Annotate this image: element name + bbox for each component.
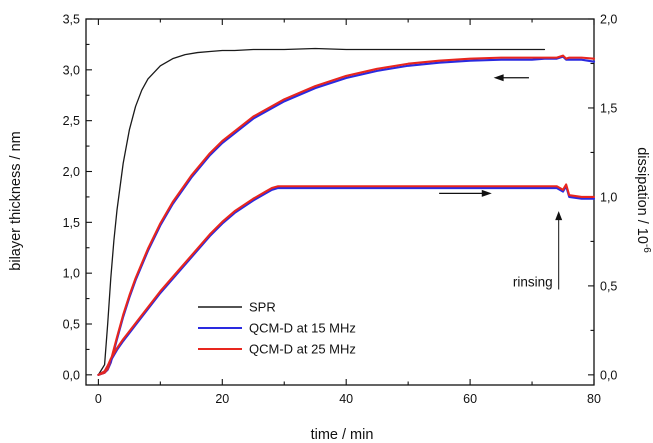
rinsing-arrow-head	[555, 211, 563, 221]
y2-axis-title-exponent: -6	[641, 244, 652, 253]
series-layer	[97, 47, 596, 376]
y2-tick-label: 0,5	[600, 279, 617, 293]
legend-label-qcm15: QCM-D at 15 MHz	[249, 321, 356, 336]
y-tick-label: 2,0	[63, 165, 80, 179]
y2-axis-title-base: dissipation / 10	[634, 147, 650, 244]
y-tick-label: 3,5	[63, 13, 80, 27]
x-tick-label: 80	[587, 392, 601, 406]
x-tick-label: 20	[215, 392, 229, 406]
y-tick-label: 0,5	[63, 318, 80, 332]
x-tick-label: 60	[463, 392, 477, 406]
y-tick-label: 1,5	[63, 216, 80, 230]
x-tick-label: 40	[339, 392, 353, 406]
y2-axis-title: dissipation / 10-6	[634, 147, 652, 253]
y-axis-title: bilayer thickness / nm	[8, 131, 24, 270]
axis-arrow-head-left	[493, 74, 504, 82]
plot-frame	[85, 18, 595, 386]
plot-border	[85, 18, 595, 386]
y2-tick-label: 0,0	[600, 368, 617, 382]
x-tick-label: 0	[95, 392, 102, 406]
legend: SPR QCM-D at 15 MHz QCM-D at 25 MHz	[198, 300, 356, 357]
legend-label-qcm25: QCM-D at 25 MHz	[249, 342, 356, 357]
y-tick-label: 3,0	[63, 63, 80, 77]
y2-tick-label: 1,5	[600, 101, 617, 115]
y2-tick-label: 1,0	[600, 190, 617, 204]
y-tick-label: 1,0	[63, 267, 80, 281]
legend-label-spr: SPR	[249, 300, 276, 315]
annotation-layer: rinsing	[439, 74, 563, 290]
y-tick-label: 0,0	[63, 368, 80, 382]
series-line-spr-left	[97, 47, 546, 376]
rinsing-label: rinsing	[513, 274, 553, 289]
series-line-qcm-d-at-25-mhz-right	[97, 183, 596, 376]
x-axis-title: time / min	[311, 427, 374, 443]
y-axis-left: 0,0 0,5 1,0 1,5 2,0 2,5 3,0 3,5	[63, 13, 92, 382]
axis-arrow-head-right	[481, 189, 492, 197]
x-axis: 0 20 40 60 80	[95, 19, 601, 406]
series-line-qcm-d-at-25-mhz-left	[97, 54, 596, 376]
y-axis-right: 0,0 0,5 1,0 1,5 2,0	[588, 13, 617, 382]
y-tick-label: 2,5	[63, 114, 80, 128]
y2-tick-label: 2,0	[600, 13, 617, 27]
